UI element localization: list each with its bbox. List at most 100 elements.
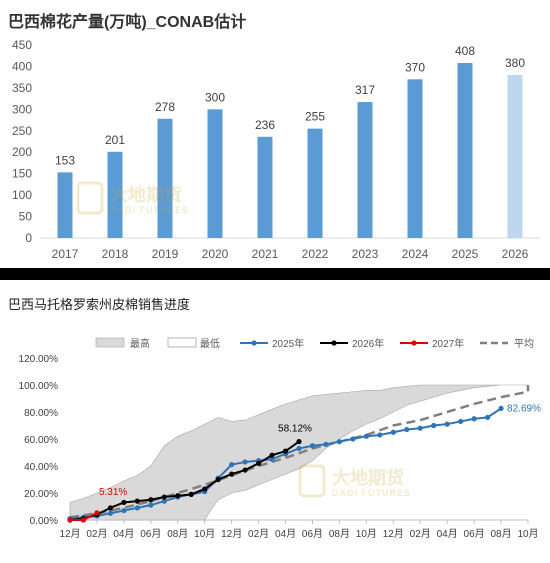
bar-chart-panel: 巴西棉花产量(万吨)_CONAB估计 0 50 100 150 200 250 300 350… <box>0 0 550 268</box>
y-tick-label: 400 <box>12 59 32 73</box>
x-tick-label: 2022 <box>302 247 329 261</box>
series-2026-point <box>121 499 127 506</box>
legend-2026-label: 2026年 <box>352 337 384 350</box>
series-2026-point <box>255 460 262 466</box>
annotation-2027: 5.31% <box>99 487 127 498</box>
y-tick-label: 250 <box>12 124 32 138</box>
series-2026-point <box>188 491 194 497</box>
series-2025-point <box>350 436 356 442</box>
bar <box>57 172 73 238</box>
line-chart-panel: 巴西马托格罗索州皮棉销售进度 0.00% 20.00% 40.00% 60.00% 80… <box>0 280 550 558</box>
x-tick-label: 12月 <box>59 528 80 540</box>
line-watermark-en: DADI FUTURES <box>332 488 411 498</box>
series-2026-point <box>134 498 140 504</box>
y-tick-label: 150 <box>12 167 32 181</box>
series-2026-point <box>229 471 235 477</box>
y-tick-label: 80.00% <box>24 408 58 419</box>
x-tick-label: 08月 <box>167 528 188 540</box>
bar <box>307 128 323 238</box>
bar <box>407 79 423 238</box>
series-2025-point <box>417 425 423 431</box>
annotation-2025: 82.69% <box>507 403 541 414</box>
series-2025-point <box>390 429 396 435</box>
series-2026-point <box>269 452 275 458</box>
series-2025-point <box>498 405 504 411</box>
series-2026-point <box>175 493 181 499</box>
series-2025-point <box>121 507 127 514</box>
legend-min-swatch <box>167 337 197 348</box>
y-tick-label: 100 <box>12 188 32 202</box>
bar <box>507 75 523 239</box>
bar <box>257 136 273 238</box>
series-2025-point <box>336 439 343 445</box>
data-label: 380 <box>505 56 525 70</box>
series-2025-point <box>242 459 248 465</box>
bar <box>457 63 473 238</box>
series-2025-point <box>471 416 477 422</box>
x-tick-label: 2025 <box>452 247 479 261</box>
x-tick-label: 2019 <box>152 247 179 261</box>
legend-2027-marker <box>411 340 417 346</box>
bar-watermark-en: DADI FUTURES <box>110 205 189 215</box>
bar-chart-title: 巴西棉花产量(万吨)_CONAB估计 <box>8 14 247 31</box>
series-2027-point <box>67 517 73 523</box>
data-label: 255 <box>305 110 325 124</box>
x-tick-label: 10月 <box>517 528 538 540</box>
series-2025-point <box>363 433 369 439</box>
bar <box>357 102 373 238</box>
series-2025-point <box>148 502 154 508</box>
bar <box>207 109 223 238</box>
y-tick-label: 450 <box>12 38 32 52</box>
series-2025-point <box>134 505 140 511</box>
x-tick-label: 2026 <box>502 247 529 261</box>
x-tick-label: 02月 <box>86 528 107 540</box>
series-2027-point <box>94 510 100 516</box>
x-tick-label: 2024 <box>402 247 429 261</box>
y-tick-label: 60.00% <box>24 435 58 446</box>
x-tick-label: 06月 <box>302 528 323 540</box>
y-tick-label: 0 <box>25 231 32 245</box>
series-2025-point <box>107 510 114 516</box>
series-2026-point <box>161 494 167 500</box>
x-tick-label: 04月 <box>437 528 458 540</box>
series-2026-point <box>107 505 114 511</box>
y-tick-label: 100.00% <box>19 381 59 392</box>
series-2025-point <box>404 426 410 433</box>
y-tick-label: 20.00% <box>24 489 58 500</box>
series-2026-point <box>215 476 221 483</box>
x-tick-label: 2018 <box>102 247 129 261</box>
data-label: 153 <box>55 153 75 167</box>
data-label: 300 <box>205 90 225 104</box>
x-tick-label: 2020 <box>202 247 229 261</box>
y-tick-label: 300 <box>12 102 32 116</box>
series-2026-point <box>148 497 154 503</box>
series-2025-point <box>444 421 450 427</box>
series-2025-point <box>484 414 491 420</box>
line-watermark-cn: 大地期货 <box>332 467 404 488</box>
data-label: 201 <box>105 133 125 147</box>
x-tick-label: 06月 <box>140 528 161 540</box>
series-2025-point <box>296 445 302 452</box>
series-2025-point <box>161 498 167 504</box>
data-label: 317 <box>355 83 375 97</box>
series-2026-point <box>296 438 302 445</box>
series-2025-point <box>458 418 464 425</box>
legend-max-swatch <box>95 337 125 348</box>
y-tick-label: 40.00% <box>24 462 58 473</box>
y-tick-label: 120.00% <box>19 354 59 365</box>
x-tick-label: 06月 <box>464 528 485 540</box>
series-2025-point <box>323 441 329 447</box>
series-2026-point <box>282 448 289 454</box>
data-label: 408 <box>455 44 475 58</box>
x-tick-label: 2021 <box>252 247 279 261</box>
x-tick-label: 12月 <box>221 528 242 540</box>
x-tick-label: 12月 <box>383 528 404 540</box>
legend-avg-label: 平均 <box>514 338 534 350</box>
bar-chart: 0 50 100 150 200 250 300 350 400 450 153 2017 201 201… <box>12 38 540 261</box>
legend-2025-label: 2025年 <box>272 337 304 350</box>
y-tick-label: 200 <box>12 145 32 159</box>
x-tick-label: 10月 <box>356 528 377 540</box>
line-chart-title: 巴西马托格罗索州皮棉销售进度 <box>8 297 191 312</box>
